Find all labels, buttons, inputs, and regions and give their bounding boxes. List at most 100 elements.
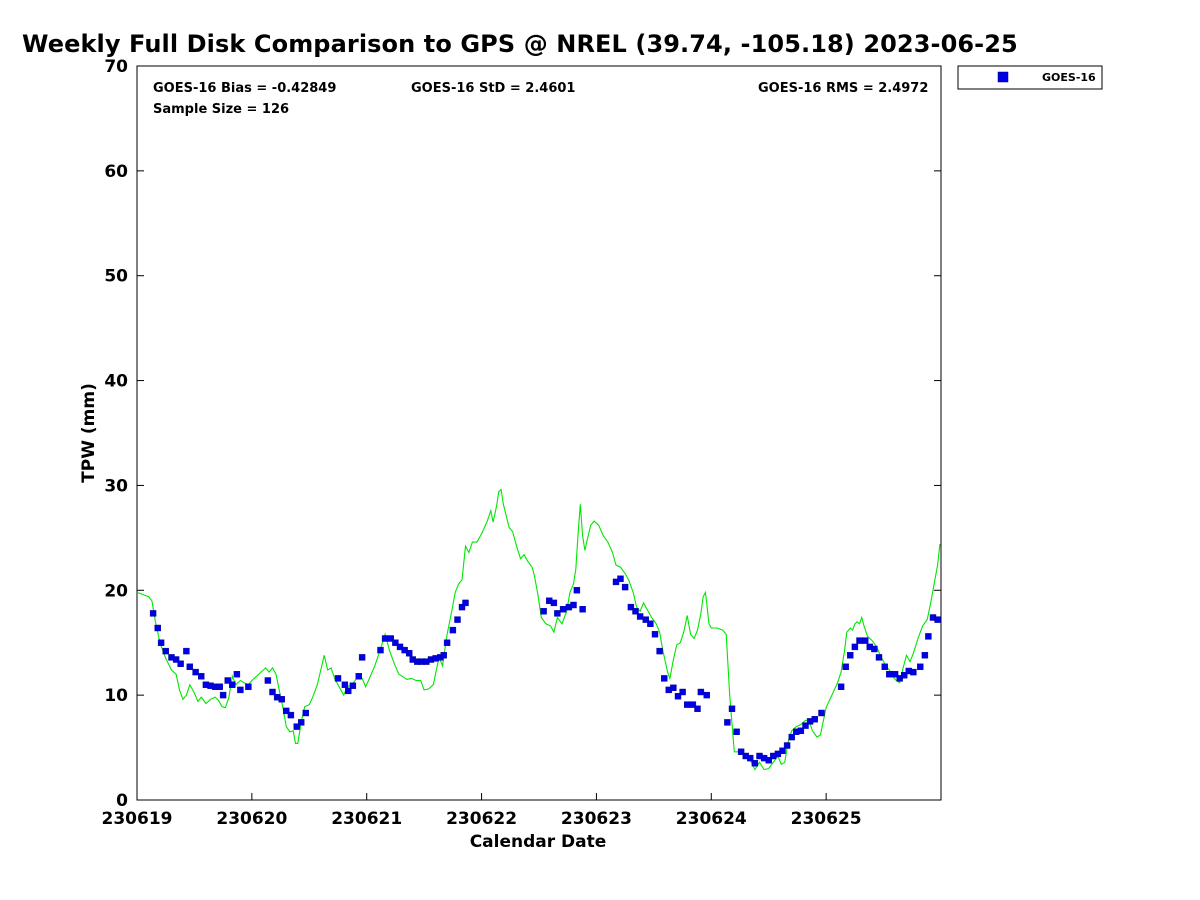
goes-16-point [237, 686, 244, 694]
goes-16-point [802, 722, 809, 729]
y-axis-label: TPW (mm) [79, 383, 99, 483]
goes-16-point [679, 688, 686, 696]
goes-16-point [627, 603, 635, 611]
y-tick-label: 50 [104, 267, 128, 287]
goes-16-point [278, 696, 285, 703]
legend-box [957, 65, 1103, 90]
goes-16-point [779, 747, 786, 754]
goes-16-point [921, 652, 929, 659]
goes-16-point [747, 754, 754, 762]
std-stat: GOES-16 StD = 2.4601 [411, 81, 575, 96]
goes-16-point [703, 691, 710, 699]
goes-16-point [392, 639, 399, 646]
goes-16-point [198, 673, 205, 680]
goes-16-point [224, 677, 231, 684]
y-tick-label: 0 [116, 791, 128, 811]
x-tick-label: 230624 [676, 809, 747, 829]
goes-16-point [788, 733, 795, 741]
goes-16-point [910, 668, 917, 676]
x-tick-label: 230625 [791, 809, 862, 829]
x-axis-label: Calendar Date [470, 832, 607, 852]
goes-16-point [925, 633, 932, 640]
ticks: 0 10 20 30 40 50 60 70 230619 230620 230621 230622 2… [102, 57, 941, 829]
goes-16-point [837, 683, 845, 690]
goes-16-point [856, 637, 863, 644]
goes-16-point [229, 681, 236, 688]
goes-16-point [573, 587, 581, 594]
goes-16-point [862, 637, 869, 644]
goes-16-point [381, 635, 389, 642]
goes-16-point [293, 723, 300, 730]
y-tick-label: 30 [104, 476, 128, 496]
legend-marker-icon [997, 71, 1009, 83]
goes-16-point [149, 610, 157, 617]
goes-16-point [550, 599, 558, 607]
goes-16-point [570, 601, 577, 609]
goes-16-point [579, 606, 586, 613]
chart-title: Weekly Full Disk Comparison to GPS @ NRE… [22, 30, 1018, 58]
axes [136, 65, 942, 801]
goes-16-point [554, 610, 561, 617]
goes-16-point [458, 603, 466, 611]
goes-16-point [334, 675, 342, 682]
goes-16-point [689, 701, 697, 708]
y-tick-label: 10 [104, 686, 128, 706]
x-tick-label: 230619 [102, 809, 173, 829]
goes-16-point [728, 705, 736, 712]
y-tick-label: 20 [104, 581, 128, 601]
goes-16-point [449, 626, 457, 634]
goes-16-point [632, 608, 639, 615]
goes-16-point [540, 608, 547, 615]
goes-16-point [283, 707, 290, 715]
sample-size-stat: Sample Size = 126 [153, 102, 289, 117]
goes-16-point [177, 660, 184, 667]
goes-16-point [233, 671, 241, 678]
goes-16-point [934, 616, 941, 623]
y-tick-label: 70 [104, 57, 128, 77]
goes-16-point [559, 606, 567, 613]
goes-16-point [245, 683, 252, 690]
goes-16-point [751, 760, 759, 767]
rms-stat: GOES-16 RMS = 2.4972 [758, 81, 928, 96]
goes-16-point [842, 663, 849, 670]
goes-16-point [183, 647, 190, 655]
goes-16-point [302, 709, 309, 717]
goes-16-point [298, 719, 305, 726]
goes-16-point [891, 671, 899, 678]
gps-series [136, 488, 941, 771]
goes-16-point [811, 716, 818, 723]
y-tick-label: 60 [104, 162, 128, 182]
goes-16-series [149, 575, 941, 767]
goes-16-point [454, 616, 461, 623]
goes-16-point [774, 750, 782, 758]
goes-16-point [349, 682, 357, 689]
goes-16-point [406, 650, 413, 657]
legend: GOES-16 [957, 65, 1103, 90]
goes-16-point [355, 673, 362, 680]
x-tick-label: 230621 [331, 809, 402, 829]
plot-frame [136, 65, 942, 801]
goes-16-point [192, 668, 199, 676]
goes-16-point [269, 688, 276, 696]
goes-16-point [462, 599, 469, 607]
goes-16-point [287, 711, 295, 719]
goes-16-point [162, 647, 169, 655]
goes-16-point [724, 719, 731, 726]
goes-16-point [387, 635, 394, 642]
goes-16-point [737, 748, 745, 755]
goes-16-point [345, 687, 352, 695]
goes-16-point [886, 671, 893, 678]
goes-16-point [901, 672, 908, 679]
goes-16-point [186, 663, 194, 670]
goes-16-point [341, 681, 349, 688]
x-tick-label: 230623 [561, 809, 632, 829]
goes-16-point [647, 620, 654, 627]
goes-16-point [818, 709, 825, 717]
x-tick-label: 230622 [446, 809, 517, 829]
goes-16-point [443, 639, 451, 646]
goes-16-point [636, 613, 644, 620]
goes-16-point [875, 654, 883, 661]
goes-16-point [674, 693, 682, 700]
goes-16-point [377, 646, 384, 654]
